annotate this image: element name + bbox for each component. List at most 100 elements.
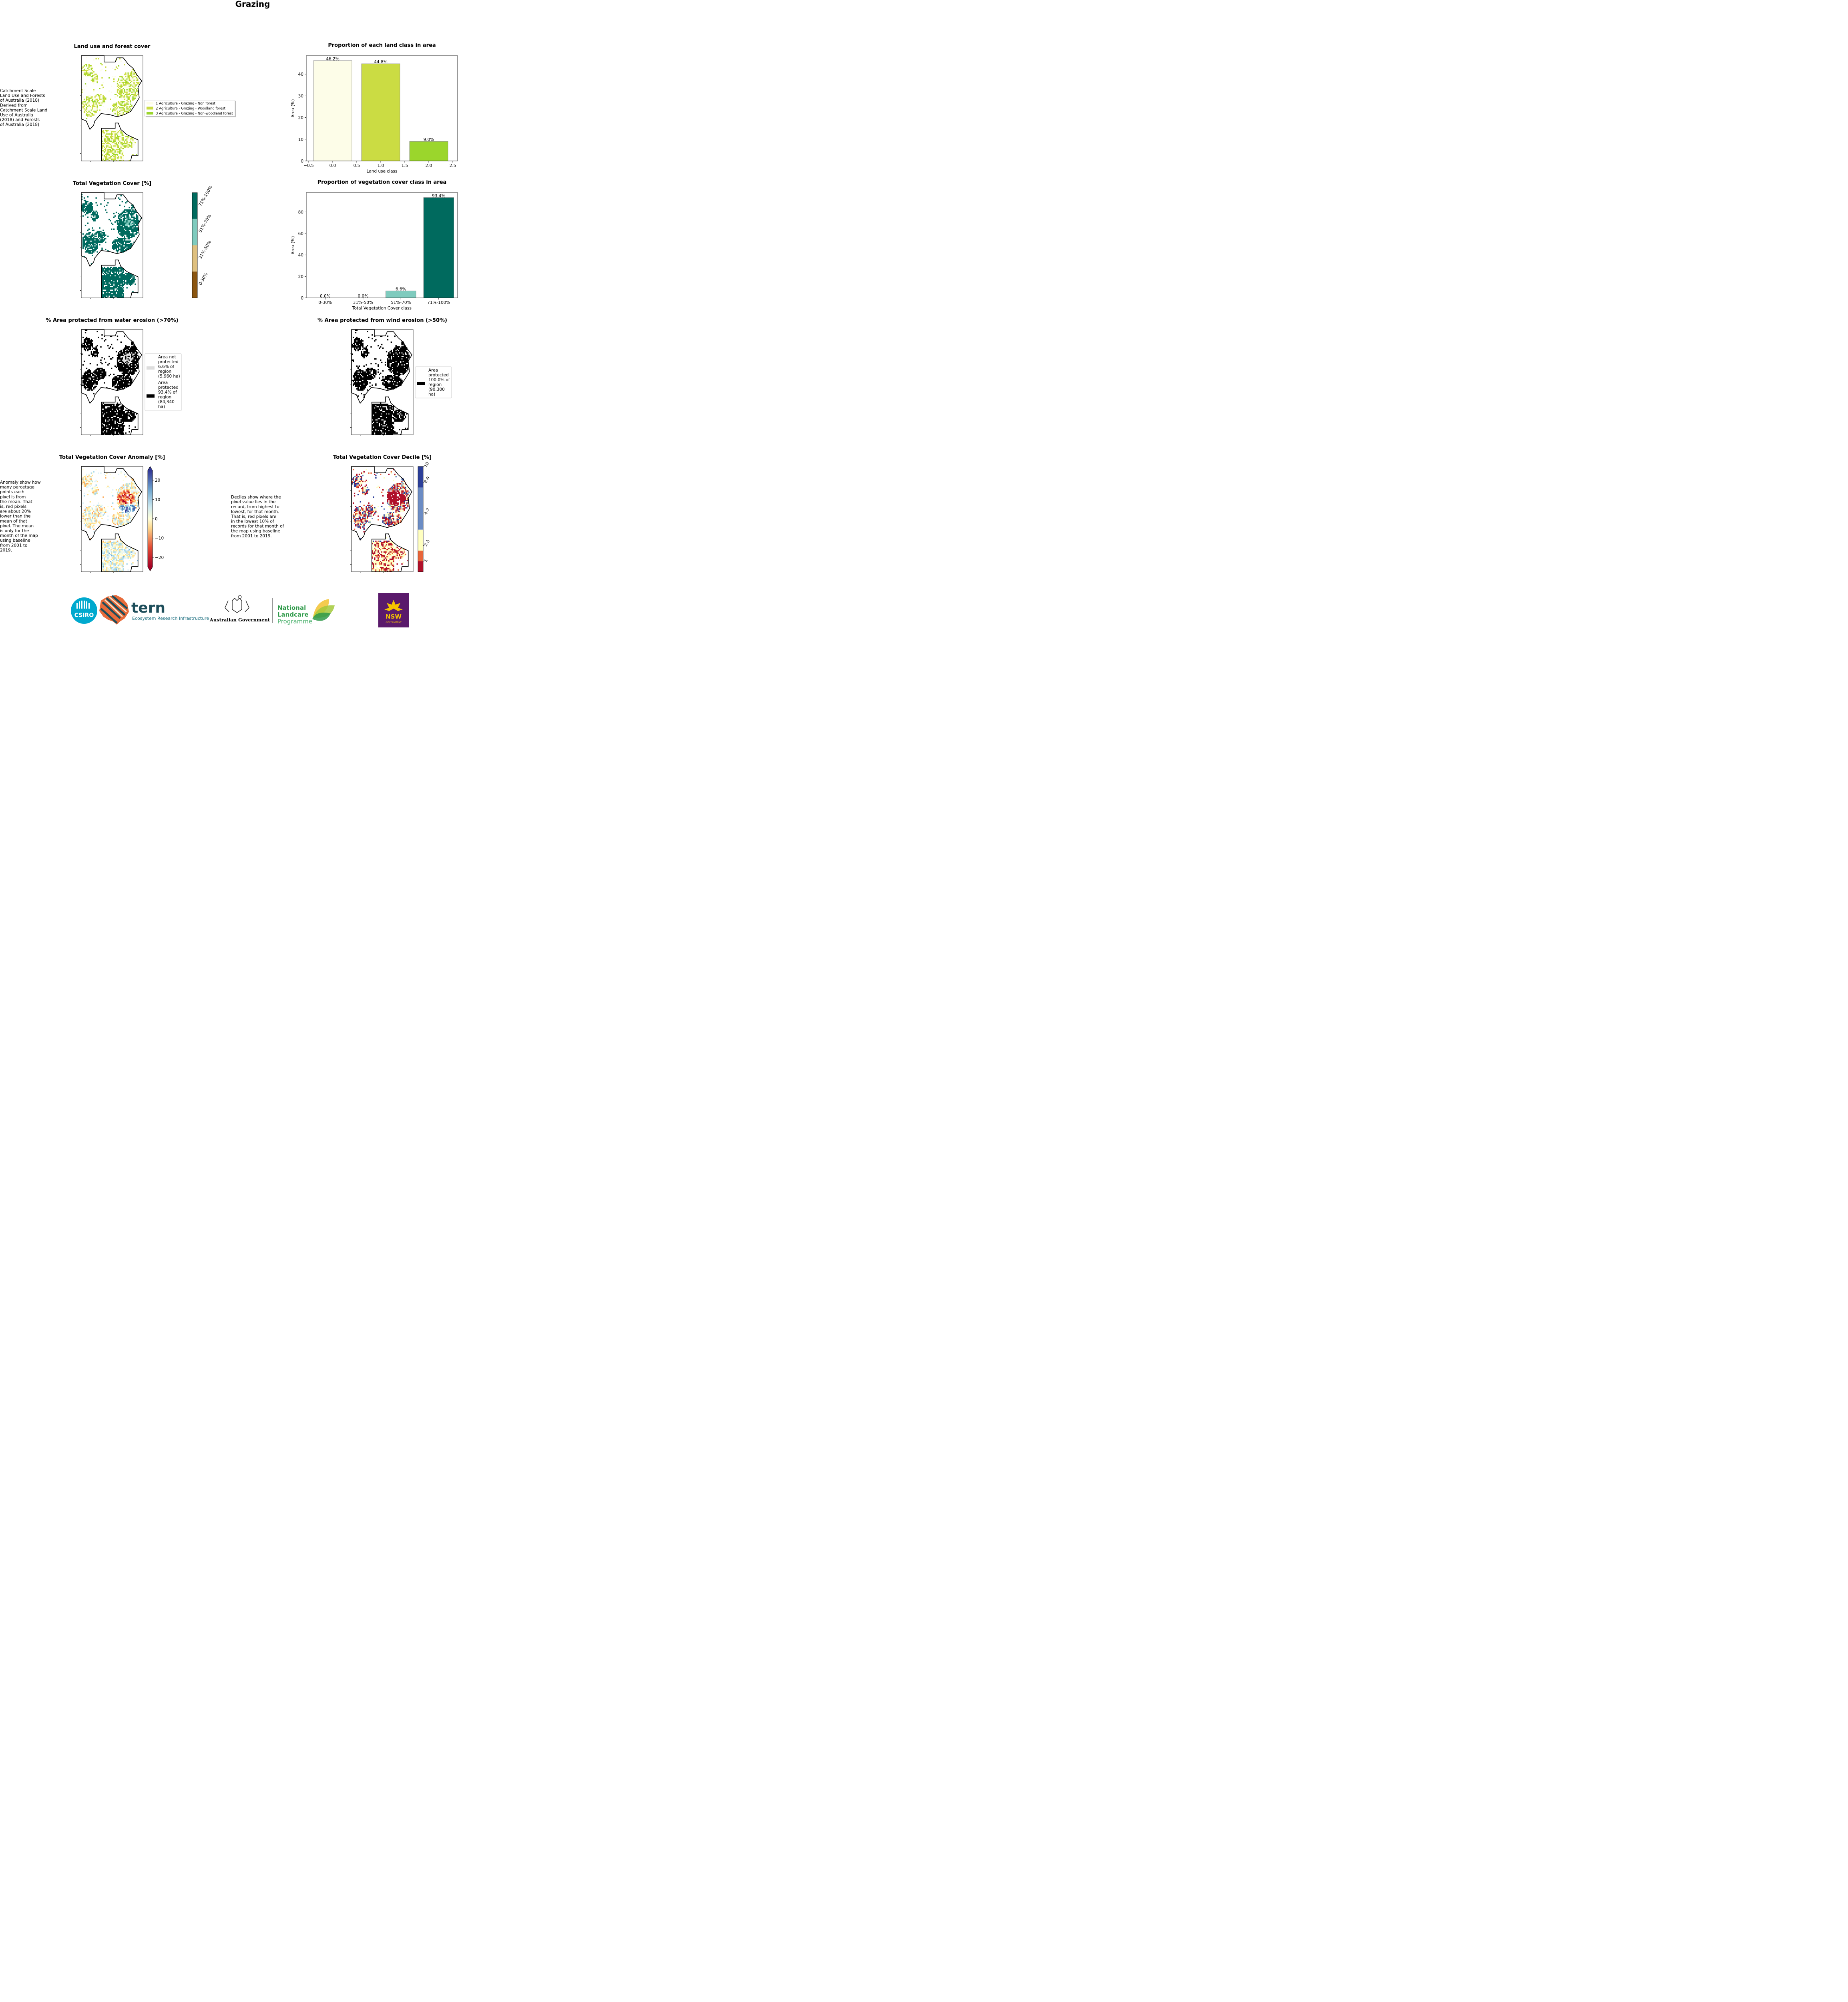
map-pixel — [124, 371, 125, 373]
map-pixel — [117, 156, 119, 158]
map-pixel — [121, 419, 123, 421]
map-pixel — [131, 357, 133, 359]
map-pixel — [101, 101, 103, 103]
map-pixel — [113, 156, 115, 158]
map-pixel — [101, 406, 103, 408]
map-pixel — [104, 292, 105, 293]
map-pixel — [83, 197, 85, 199]
map-pixel — [112, 383, 114, 385]
map-pixel — [123, 285, 124, 286]
map-pixel — [115, 149, 117, 151]
map-pixel — [387, 378, 389, 380]
map-pixel — [123, 383, 124, 385]
map-pixel — [115, 276, 117, 278]
map-pixel — [115, 291, 117, 292]
map-pixel — [396, 360, 398, 362]
map-pixel — [95, 95, 97, 96]
map-pixel — [130, 227, 131, 229]
map-pixel — [127, 282, 129, 284]
map-pixel — [113, 408, 115, 410]
map-pixel — [106, 142, 108, 143]
map-pixel — [364, 347, 366, 349]
map-pixel — [98, 369, 99, 370]
map-pixel — [99, 376, 100, 378]
map-pixel — [113, 153, 115, 154]
map-pixel — [102, 98, 104, 100]
map-pixel — [135, 86, 136, 88]
map-pixel — [115, 406, 117, 408]
map-pixel — [110, 139, 111, 141]
map-pixel — [132, 78, 134, 80]
map-pixel — [363, 353, 365, 355]
map-pixel — [132, 82, 134, 84]
map-pixel — [357, 372, 359, 374]
map-pixel — [132, 210, 134, 212]
map-pixel — [396, 356, 398, 358]
map-pixel — [108, 145, 110, 147]
map-pixel — [107, 425, 109, 427]
map-pixel — [112, 428, 114, 429]
map-pixel — [133, 213, 135, 215]
map-pixel — [94, 95, 96, 96]
map-pixel — [405, 350, 406, 352]
map-pixel — [120, 95, 122, 96]
map-pixel — [83, 65, 85, 67]
map-pixel — [394, 356, 396, 358]
map-pixel — [101, 156, 103, 158]
map-pixel — [136, 222, 137, 224]
map-pixel — [95, 79, 97, 81]
map-pixel — [83, 106, 85, 107]
map-pixel — [92, 209, 93, 211]
map-pixel — [135, 360, 136, 362]
map-pixel — [400, 350, 402, 352]
map-pixel — [118, 356, 120, 358]
map-pixel — [86, 371, 88, 373]
map-pixel — [398, 369, 399, 370]
map-pixel — [82, 245, 84, 247]
map-pixel — [362, 381, 364, 382]
map-pixel — [90, 383, 92, 385]
map-pixel — [406, 362, 408, 364]
map-pixel — [395, 372, 397, 374]
map-pixel — [383, 381, 385, 382]
map-pixel — [101, 155, 103, 157]
map-pixel — [101, 293, 103, 295]
map-pixel — [89, 246, 91, 248]
map-pixel — [102, 369, 104, 370]
map-pixel — [95, 76, 97, 78]
map-pixel — [101, 154, 103, 155]
map-pixel — [84, 383, 86, 385]
map-pixel — [136, 77, 137, 79]
map-pixel — [131, 215, 133, 217]
map-pixel — [113, 377, 115, 379]
map-pixel — [131, 283, 133, 285]
map-pixel — [98, 336, 99, 338]
map-pixel — [364, 372, 366, 374]
map-pixel — [120, 231, 122, 232]
map-pixel — [130, 245, 131, 247]
map-pixel — [400, 351, 402, 353]
map-pixel — [127, 215, 129, 217]
map-pixel — [108, 410, 110, 411]
map-pixel — [130, 276, 131, 278]
map-pixel — [126, 376, 128, 378]
map-pixel — [90, 341, 92, 343]
note-line: Use of Australia — [0, 113, 33, 118]
map-pixel — [360, 378, 362, 380]
map-pixel — [118, 354, 120, 356]
map-pixel — [94, 372, 96, 374]
map-pixel — [119, 114, 121, 116]
map-pixel — [84, 244, 86, 245]
map-pixel — [354, 376, 356, 378]
map-pixel — [92, 207, 93, 209]
map-pixel — [362, 344, 364, 346]
map-pixel — [129, 377, 130, 379]
map-pixel — [92, 97, 93, 99]
map-pixel — [93, 239, 94, 241]
map-pixel — [130, 417, 131, 418]
map-pixel — [111, 295, 112, 297]
map-pixel — [102, 270, 104, 272]
map-pixel — [126, 95, 128, 96]
map-pixel — [117, 251, 119, 253]
map-pixel — [405, 351, 406, 353]
